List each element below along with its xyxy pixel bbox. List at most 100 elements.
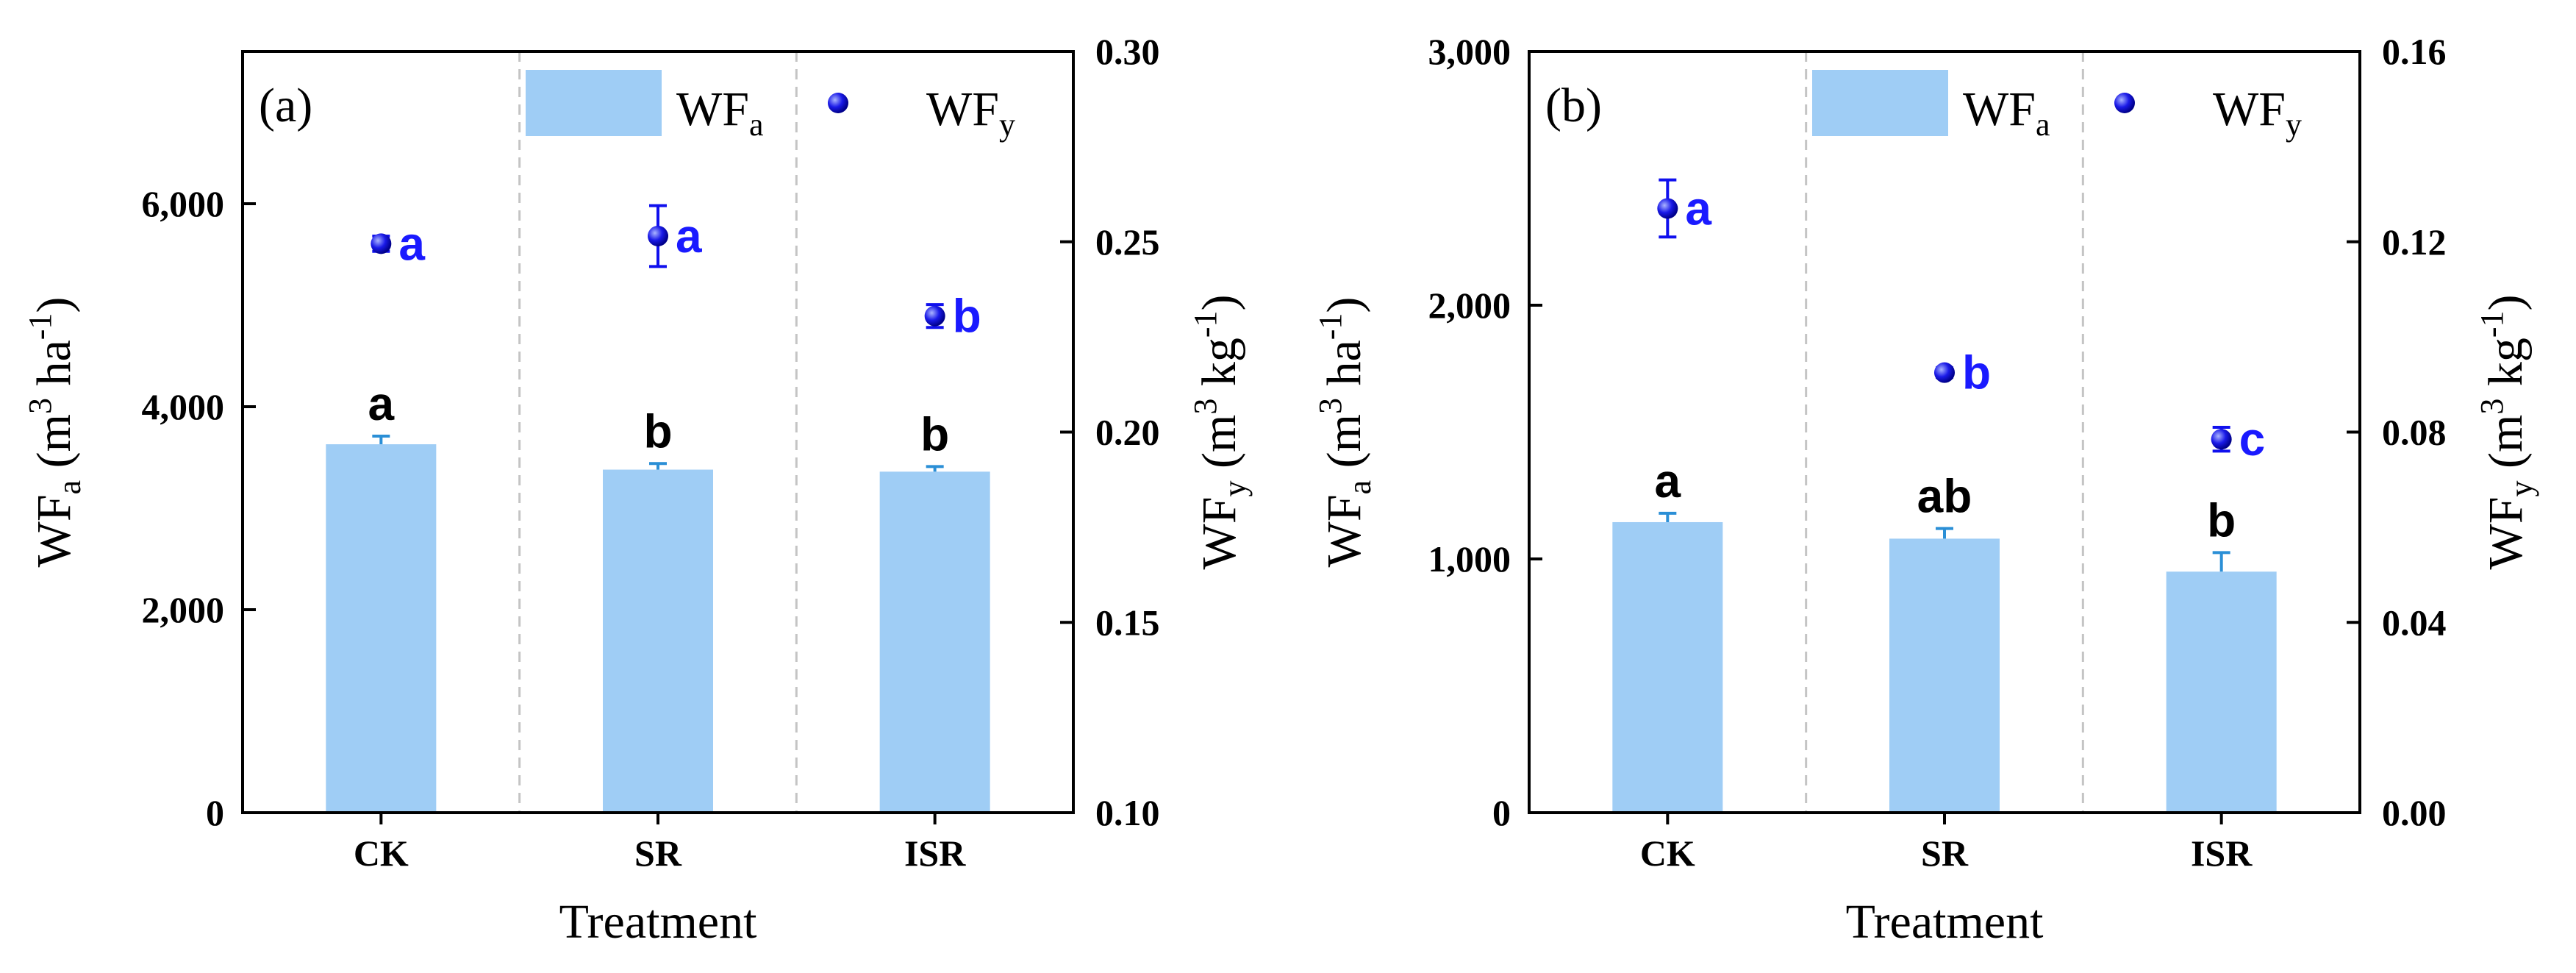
right-axis-tick-label: 0.08 — [2382, 412, 2447, 453]
left-axis-title: WFa (m3 ha-1) — [22, 297, 87, 568]
bar-ck — [326, 444, 437, 813]
axis-title-superscript: -1 — [1187, 311, 1223, 338]
axis-title-subscript: y — [1217, 480, 1253, 496]
legend-label-main: WF — [676, 82, 749, 136]
point-ck — [1657, 198, 1678, 219]
legend-label-subscript: y — [2286, 107, 2302, 143]
legend-label-subscript: a — [749, 107, 764, 143]
axis-title-unit: (m — [27, 414, 81, 480]
bar-significance-letter: b — [2207, 493, 2236, 546]
axis-title-subscript: a — [1342, 480, 1378, 495]
point-sr — [648, 225, 668, 246]
right-axis-tick-label: 0.15 — [1095, 602, 1160, 643]
left-axis-tick-label: 1,000 — [1428, 538, 1511, 580]
axis-title-main: WF — [1317, 494, 1371, 567]
bar-significance-letter: b — [920, 407, 949, 460]
axis-title-superscript: 3 — [1187, 399, 1223, 415]
legend-label-subscript: y — [999, 107, 1015, 143]
left-axis-tick-label: 0 — [1492, 792, 1511, 833]
point-significance-letter: b — [1962, 346, 1991, 399]
axis-title-unit: ha — [1317, 340, 1371, 398]
x-axis-tick-label: ISR — [904, 833, 966, 874]
legend-label-subscript: a — [2036, 107, 2050, 143]
legend-label-main: WF — [2213, 82, 2286, 136]
left-axis-title: WFa (m3 ha-1) — [1312, 297, 1378, 568]
left-axis-tick-label: 0 — [206, 792, 224, 833]
axis-title-superscript: 3 — [2474, 399, 2510, 415]
point-significance-letter: a — [398, 217, 425, 270]
right-axis-tick-label: 0.12 — [2382, 221, 2447, 263]
right-axis-tick-label: 0.30 — [1095, 31, 1160, 72]
axis-title-unit: (m — [1192, 415, 1246, 481]
point-isr — [924, 305, 945, 327]
axis-title-unit: ) — [1192, 295, 1246, 311]
x-axis-title: Treatment — [559, 895, 757, 949]
panel-label: (b) — [1545, 79, 1602, 132]
x-axis-tick-label: CK — [1640, 833, 1695, 874]
axis-title-superscript: -1 — [1312, 313, 1348, 341]
x-axis-tick-label: ISR — [2191, 833, 2253, 874]
right-axis-title: WFy (m3 kg-1) — [1187, 295, 1253, 570]
legend-bar-swatch — [526, 70, 662, 136]
legend-point-marker — [2114, 93, 2135, 113]
point-ck — [371, 233, 392, 254]
panel-b: a ab babc01,0002,0003,0000.000.040.080.120… — [1312, 31, 2539, 949]
axis-title-unit: kg — [1192, 338, 1246, 399]
left-axis-tick-label: 4,000 — [142, 386, 225, 427]
legend-point-label: WFy — [2213, 82, 2302, 143]
x-axis-tick-label: SR — [1921, 833, 1969, 874]
panel-label: (a) — [259, 79, 312, 132]
legend-label-main: WF — [926, 82, 999, 136]
axis-title-subscript: a — [51, 480, 87, 495]
point-significance-letter: a — [1685, 182, 1711, 235]
axis-title-unit: ) — [2479, 295, 2533, 311]
axis-title-unit: ) — [27, 297, 81, 313]
x-axis-tick-label: SR — [634, 833, 682, 874]
point-significance-letter: c — [2239, 413, 2266, 466]
axis-title-unit: (m — [2479, 415, 2533, 481]
bar-significance-letter: a — [1655, 455, 1681, 507]
left-axis-tick-label: 3,000 — [1428, 31, 1511, 72]
axis-title-main: WF — [1192, 496, 1246, 569]
legend-label-main: WF — [1963, 82, 2036, 136]
x-axis-title: Treatment — [1846, 895, 2044, 949]
right-axis-title: WFy (m3 kg-1) — [2474, 295, 2539, 570]
legend-point-marker — [828, 93, 848, 113]
point-significance-letter: a — [676, 210, 702, 263]
axis-title-unit: ha — [27, 340, 81, 398]
axis-title-superscript: 3 — [22, 398, 58, 414]
legend-point-label: WFy — [926, 82, 1015, 143]
legend-bar-label: WFa — [676, 82, 764, 143]
panel-a: a b b a a b 0 2,000 4,000 6,000 0.10 0.15 0.20 0.25 0.… — [22, 31, 1253, 949]
axis-title-unit: ) — [1317, 297, 1371, 313]
axis-title-unit: kg — [2479, 338, 2533, 399]
right-axis-tick-label: 0.00 — [2382, 792, 2447, 833]
bar-significance-letter: b — [643, 404, 672, 457]
legend-bar-swatch — [1812, 70, 1948, 136]
bar-significance-letter: ab — [1917, 470, 1972, 523]
right-axis-tick-label: 0.10 — [1095, 792, 1160, 833]
left-axis-tick-label: 2,000 — [142, 589, 225, 630]
axis-title-superscript: -1 — [2474, 311, 2510, 338]
axis-title-subscript: y — [2503, 480, 2539, 496]
right-axis-tick-label: 0.04 — [2382, 602, 2447, 643]
bar-isr — [879, 471, 990, 813]
bar-sr — [1889, 538, 2000, 813]
point-significance-letter: b — [953, 290, 981, 343]
bar-significance-letter: a — [368, 377, 395, 430]
left-axis-tick-label: 6,000 — [142, 183, 225, 224]
left-axis-tick-label: 2,000 — [1428, 285, 1511, 326]
right-axis-tick-label: 0.25 — [1095, 221, 1160, 263]
point-isr — [2211, 429, 2232, 450]
x-axis-tick-label: CK — [354, 833, 409, 874]
axis-title-main: WF — [2479, 496, 2533, 569]
axis-title-main: WF — [27, 494, 81, 567]
axis-title-unit: (m — [1317, 414, 1371, 480]
bar-sr — [603, 469, 713, 813]
axis-title-superscript: -1 — [22, 313, 58, 341]
axis-title-superscript: 3 — [1312, 398, 1348, 414]
right-axis-tick-label: 0.16 — [2382, 31, 2447, 72]
bar-ck — [1612, 521, 1723, 813]
point-sr — [1934, 362, 1955, 383]
